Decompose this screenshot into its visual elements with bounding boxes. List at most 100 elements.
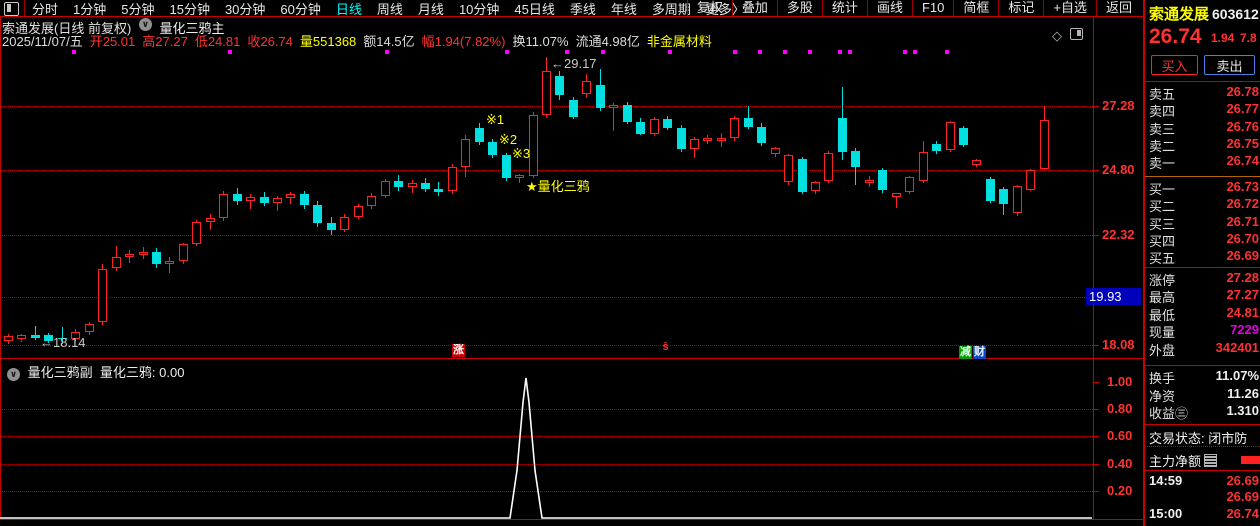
- sub-axis-tick: [1094, 409, 1099, 410]
- diamond-marker-icon[interactable]: ◇: [1052, 28, 1062, 43]
- candle-wick: [761, 123, 762, 127]
- buy-queue-row-买二-hit[interactable]: [1145, 196, 1260, 213]
- candle-wick: [452, 164, 453, 167]
- menu-item-返回[interactable]: 返回: [1095, 0, 1141, 16]
- menu-item-年线[interactable]: 年线: [610, 1, 637, 17]
- split-window-icon[interactable]: [1070, 28, 1083, 40]
- menu-item-标记[interactable]: 标记: [998, 0, 1043, 16]
- candle-wick: [1017, 185, 1018, 186]
- candle-wick: [8, 334, 9, 336]
- menu-item-复权[interactable]: 复权: [686, 0, 732, 16]
- menu-item-画线[interactable]: 画线: [866, 0, 912, 16]
- buy-queue-row-买一-hit[interactable]: [1145, 179, 1260, 196]
- candle-wick: [479, 123, 480, 128]
- buy-queue-row-买五-hit[interactable]: [1145, 248, 1260, 265]
- candle-wick: [734, 138, 735, 141]
- candle-wick: [802, 192, 803, 194]
- menu-item-季线[interactable]: 季线: [569, 1, 596, 17]
- menu-item-月线[interactable]: 月线: [417, 1, 444, 17]
- sell-queue-row-卖二-label: 卖二: [1149, 139, 1176, 154]
- candle-wick: [586, 74, 587, 81]
- candle-wick: [855, 167, 856, 185]
- menu-item-15分钟[interactable]: 15分钟: [169, 1, 210, 17]
- candle-wick: [48, 341, 49, 343]
- trade-status-row: 交易状态: 闭市防: [1149, 428, 1260, 447]
- collapse-sub-indicator-icon[interactable]: ∨: [7, 368, 20, 381]
- sub-axis-tick: [1094, 382, 1099, 383]
- chart-annotation: ★量化三鸦: [526, 179, 590, 194]
- candle-wick: [667, 116, 668, 119]
- quote-panel: 索通发展 603612 26.74 1.94 7.8 买入 卖出 交易状态: 闭市…: [1143, 0, 1260, 526]
- sell-queue-row-卖二-hit[interactable]: [1145, 136, 1260, 153]
- main-chart[interactable]: 27.28 24.80 22.32 19.93 18.08 ←29.17 ←18.14 ※1 ※…: [0, 0, 1143, 526]
- menu-item-5分钟[interactable]: 5分钟: [121, 1, 155, 17]
- menu-item-多股[interactable]: 多股: [776, 0, 822, 16]
- sell-button[interactable]: 卖出: [1204, 55, 1255, 75]
- signal-dot: [808, 50, 812, 54]
- sell-queue-row-卖一-hit[interactable]: [1145, 153, 1260, 170]
- candle-wick: [519, 178, 520, 183]
- candle: [448, 167, 457, 191]
- menu-item-统计[interactable]: 统计: [821, 0, 867, 16]
- chart-annotation: ※3: [512, 146, 531, 161]
- detail-list-icon[interactable]: [1204, 454, 1218, 467]
- sell-queue-row-卖四-hit[interactable]: [1145, 101, 1260, 118]
- menu-item-+自选[interactable]: +自选: [1043, 0, 1096, 16]
- candle-wick: [1030, 169, 1031, 170]
- buy-queue-row-买四-hit[interactable]: [1145, 231, 1260, 248]
- signal-dot: [565, 50, 569, 54]
- candle: [838, 118, 847, 152]
- menu-item-更多〉[interactable]: 更多〉: [705, 1, 745, 17]
- buy-button[interactable]: 买入: [1151, 55, 1198, 75]
- candle-wick: [89, 332, 90, 335]
- stock-name: 索通发展: [1149, 6, 1210, 23]
- menu-item-10分钟[interactable]: 10分钟: [458, 1, 500, 17]
- candle: [905, 177, 914, 192]
- menu-item-45日线[interactable]: 45日线: [514, 1, 555, 17]
- candle-wick: [1003, 204, 1004, 215]
- menu-item-F10[interactable]: F10: [911, 0, 953, 16]
- candle-wick: [1017, 213, 1018, 216]
- candle-wick: [102, 322, 103, 325]
- candle: [260, 197, 269, 203]
- candle-wick: [290, 198, 291, 204]
- candle-wick: [600, 108, 601, 111]
- chart-badge-减: 减: [959, 346, 972, 359]
- candle: [771, 148, 780, 154]
- info-segment[interactable]: 非金属材料: [646, 34, 712, 49]
- candle: [71, 332, 80, 339]
- menu-item-周线[interactable]: 周线: [376, 1, 403, 17]
- candle-wick: [694, 149, 695, 158]
- candle-wick: [156, 248, 157, 252]
- buy-queue-row-买三-hit[interactable]: [1145, 214, 1260, 231]
- candle-wick: [237, 201, 238, 205]
- menu-item-日线[interactable]: 日线: [335, 1, 362, 17]
- menu-item-简框[interactable]: 简框: [953, 0, 998, 16]
- candle-wick: [465, 135, 466, 139]
- signal-dot: [72, 50, 76, 54]
- candle-wick: [492, 155, 493, 158]
- signal-dot: [385, 50, 389, 54]
- sell-queue-row-卖五-hit[interactable]: [1145, 84, 1260, 101]
- window-layout-icon[interactable]: [4, 2, 19, 16]
- candle: [246, 197, 255, 201]
- menu-item-分时[interactable]: 分时: [32, 1, 59, 17]
- candle: [744, 118, 753, 127]
- menu-item-多周期[interactable]: 多周期: [651, 1, 691, 17]
- candle-wick: [1044, 169, 1045, 170]
- menu-item-叠加[interactable]: 叠加: [731, 0, 777, 16]
- menu-item-30分钟[interactable]: 30分钟: [224, 1, 266, 17]
- sub-indicator-header: ∨ 量化三鸦副 量化三鸦: 0.00: [3, 362, 184, 381]
- candle-wick: [116, 246, 117, 257]
- candle-wick: [317, 223, 318, 227]
- main-gridline: [0, 235, 1093, 236]
- collapse-main-indicator-icon[interactable]: ∨: [138, 18, 152, 31]
- chart-frame-left: [0, 17, 1, 519]
- menu-item-1分钟[interactable]: 1分钟: [73, 1, 107, 17]
- panel-separator: [1145, 424, 1260, 425]
- sell-queue-row-卖三-hit[interactable]: [1145, 119, 1260, 136]
- menu-item-60分钟[interactable]: 60分钟: [280, 1, 321, 17]
- sell-queue-row-卖四-value: 26.77: [1226, 101, 1259, 116]
- sub-axis-tick: [1094, 464, 1099, 465]
